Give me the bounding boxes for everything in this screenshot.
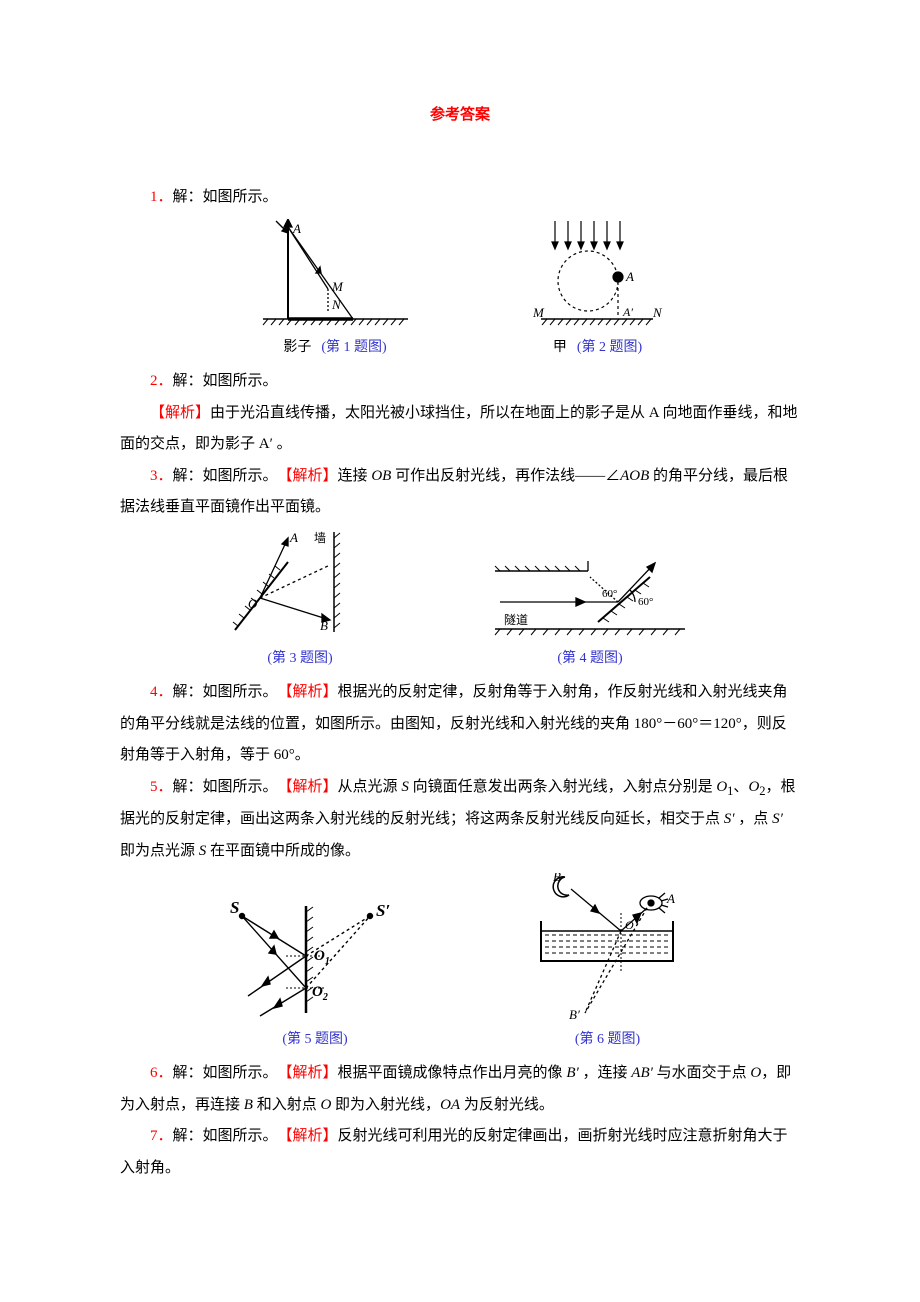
q3-analysis-label: 【解析】 xyxy=(285,468,338,484)
q2-analysis-label: 【解析】 xyxy=(150,405,210,421)
q2-analysis: 【解析】由于光沿直线传播，太阳光被小球挡住，所以在地面上的影子是从 A 向地面作… xyxy=(120,398,800,461)
q5-line: 5．解：如图所示。 【解析】从点光源 S 向镜面任意发出两条入射光线，入射点分别… xyxy=(120,772,800,867)
fig-row-1-2: A M N 影子 (第 1 题图) xyxy=(120,219,800,362)
fig-q1: A M N 影子 (第 1 题图) xyxy=(258,219,413,362)
q3-num: 3． xyxy=(150,468,173,484)
page-title: 参考答案 xyxy=(120,100,800,132)
svg-text:A: A xyxy=(666,891,675,906)
svg-text:N: N xyxy=(331,297,342,312)
q2-num: 2． xyxy=(150,373,173,389)
fig-q5-svg: S S′ O1 O2 xyxy=(228,898,403,1023)
q7-line: 7．解：如图所示。 【解析】反射光线可利用光的反射定律画出，画折射光线时应注意折… xyxy=(120,1121,800,1184)
fig-q2: A A′ M N 甲 (第 2 题图) xyxy=(533,219,663,362)
q3-line: 3．解：如图所示。 【解析】连接 OB 可作出反射光线，再作法线——∠AOB 的… xyxy=(120,461,800,524)
q6-line: 6．解：如图所示。 【解析】根据平面镜成像特点作出月亮的像 B′ ，连接 AB′… xyxy=(120,1058,800,1121)
svg-text:O: O xyxy=(625,918,634,932)
fig-row-3-4: A O B 墙 (第 3 题图) xyxy=(120,530,800,673)
svg-text:B: B xyxy=(553,873,561,884)
svg-text:S′: S′ xyxy=(376,901,390,920)
fig-q1-caption: (第 1 题图) xyxy=(321,333,386,362)
q5-ans: 解：如图所示。 xyxy=(173,779,286,795)
fig-q1-svg: A M N xyxy=(258,219,413,331)
q4-num: 4． xyxy=(150,684,173,700)
fig-q6-svg: B A O B′ xyxy=(523,873,693,1023)
q7-analysis-label: 【解析】 xyxy=(285,1128,338,1144)
q1-ans: 解：如图所示。 xyxy=(173,189,278,205)
fig-q4-caption-row: (第 4 题图) xyxy=(557,644,622,673)
fig-q6-caption-row: (第 6 题图) xyxy=(575,1025,640,1054)
svg-text:O2: O2 xyxy=(312,984,328,1003)
svg-text:隧道: 隧道 xyxy=(504,612,528,627)
fig-q3-svg: A O B 墙 xyxy=(230,530,370,642)
svg-text:A: A xyxy=(289,530,298,545)
q4-analysis-label: 【解析】 xyxy=(285,684,338,700)
svg-text:M: M xyxy=(331,279,344,294)
q1-num: 1． xyxy=(150,189,173,205)
q3-ans: 解：如图所示。 xyxy=(173,468,286,484)
svg-text:B′: B′ xyxy=(569,1007,580,1022)
svg-text:O: O xyxy=(248,596,258,611)
svg-text:B: B xyxy=(320,618,328,633)
fig-q6: B A O B′ (第 6 题图) xyxy=(523,873,693,1054)
q5-num: 5． xyxy=(150,779,173,795)
page: 参考答案 1．解：如图所示。 xyxy=(0,0,920,1264)
fig-q2-sublabel: 甲 xyxy=(553,333,567,362)
q5-analysis-label: 【解析】 xyxy=(285,779,338,795)
svg-text:M: M xyxy=(533,305,545,320)
fig-q5-caption: (第 5 题图) xyxy=(282,1025,347,1054)
fig-q3-caption-row: (第 3 题图) xyxy=(267,644,332,673)
fig-q4: 60° 60° 隧道 (第 4 题图) xyxy=(490,557,690,673)
fig-q3-caption: (第 3 题图) xyxy=(267,644,332,673)
q2-line: 2．解：如图所示。 xyxy=(120,366,800,398)
fig-q4-caption: (第 4 题图) xyxy=(557,644,622,673)
fig-q1-sublabel: 影子 xyxy=(283,333,311,362)
fig-q2-caption-row: 甲 (第 2 题图) xyxy=(553,333,642,362)
svg-text:A: A xyxy=(292,221,301,236)
fig-q2-svg: A A′ M N xyxy=(533,219,663,331)
q1-line: 1．解：如图所示。 xyxy=(120,182,800,214)
svg-text:墙: 墙 xyxy=(314,531,326,545)
q7-num: 7． xyxy=(150,1128,173,1144)
q6-analysis-label: 【解析】 xyxy=(285,1065,338,1081)
fig-q5-caption-row: (第 5 题图) xyxy=(282,1025,347,1054)
svg-text:N: N xyxy=(652,305,663,320)
fig-row-5-6: S S′ O1 O2 (第 5 题图) xyxy=(120,873,800,1054)
svg-text:60°: 60° xyxy=(602,588,617,600)
q2-ans: 解：如图所示。 xyxy=(173,373,278,389)
svg-text:A: A xyxy=(625,269,634,284)
svg-text:O1: O1 xyxy=(314,948,330,967)
fig-q2-caption: (第 2 题图) xyxy=(577,333,642,362)
q4-line: 4．解：如图所示。 【解析】根据光的反射定律，反射角等于入射角，作反射光线和入射… xyxy=(120,677,800,772)
q7-ans: 解：如图所示。 xyxy=(173,1128,286,1144)
svg-text:A′: A′ xyxy=(622,305,633,319)
fig-q4-svg: 60° 60° 隧道 xyxy=(490,557,690,642)
q6-ans: 解：如图所示。 xyxy=(173,1065,286,1081)
q4-ans: 解：如图所示。 xyxy=(173,684,286,700)
fig-q3: A O B 墙 (第 3 题图) xyxy=(230,530,370,673)
svg-text:60°: 60° xyxy=(638,596,653,608)
fig-q5: S S′ O1 O2 (第 5 题图) xyxy=(228,898,403,1054)
svg-text:S: S xyxy=(230,898,239,917)
q6-num: 6． xyxy=(150,1065,173,1081)
fig-q6-caption: (第 6 题图) xyxy=(575,1025,640,1054)
fig-q1-caption-row: 影子 (第 1 题图) xyxy=(283,333,386,362)
